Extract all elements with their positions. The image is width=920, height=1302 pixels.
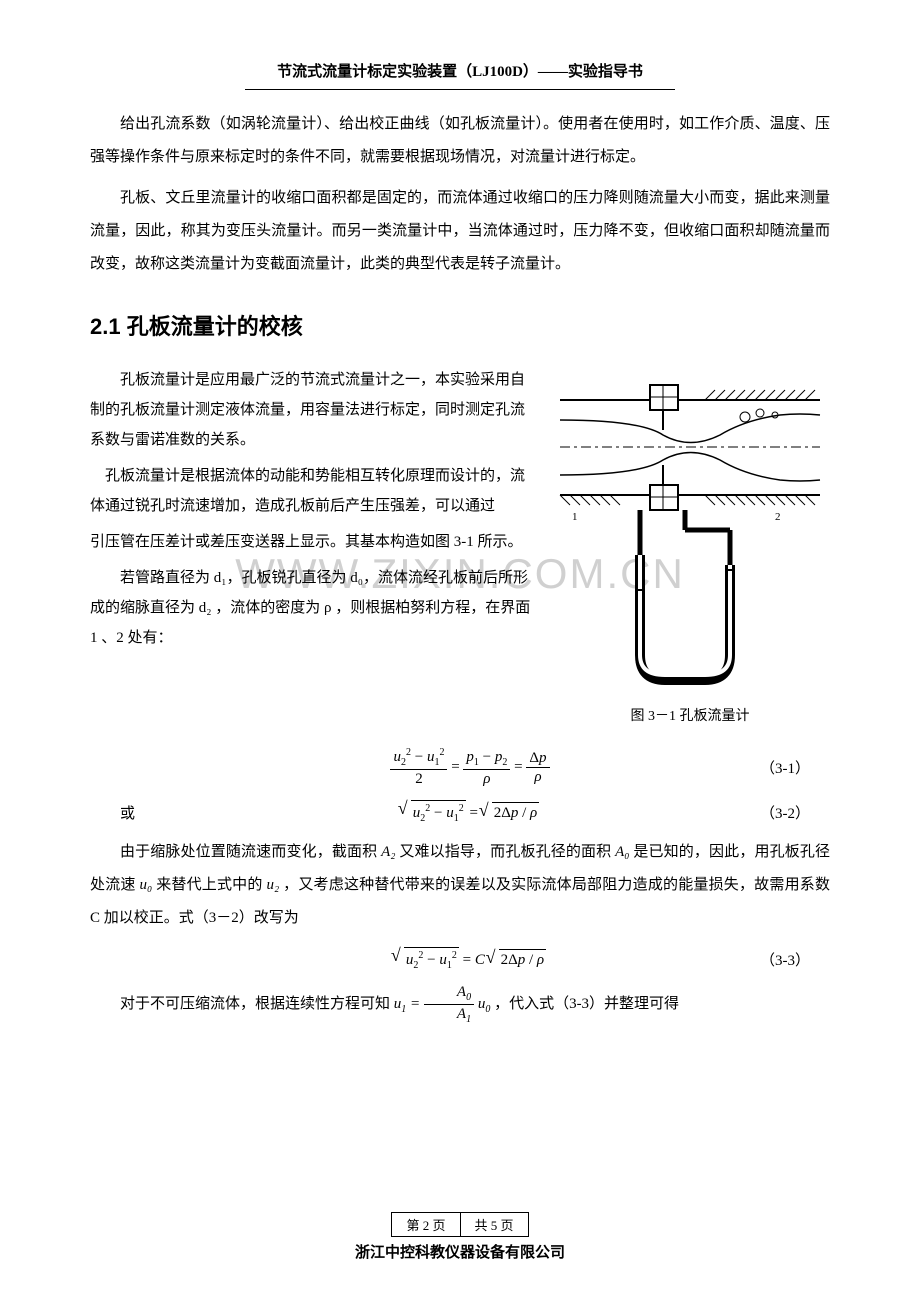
figure-caption: 图 3－1 孔板流量计 — [550, 705, 830, 725]
page-footer: 第 2 页 共 5 页 浙江中控科教仪器设备有限公司 — [0, 1212, 920, 1262]
header-underline — [245, 89, 675, 90]
paragraph-2: 孔板、文丘里流量计的收缩口面积都是固定的，而流体通过收缩口的压力降则随流量大小而… — [90, 182, 830, 281]
page-total: 共 5 页 — [461, 1213, 528, 1236]
equation-3-1: u22 − u122 = p1 − p2ρ = Δpρ （3-1） — [90, 747, 830, 788]
svg-text:2: 2 — [775, 511, 781, 523]
page-header: 节流式流量计标定实验装置（LJ100D）——实验指导书 — [90, 60, 830, 81]
svg-text:1: 1 — [572, 511, 578, 523]
paragraph-1: 给出孔流系数（如涡轮流量计）、给出校正曲线（如孔板流量计）。使用者在使用时，如工… — [90, 108, 830, 174]
body-p6: 对于不可压缩流体，根据连续性方程可知 u1 = A0A1 u0 ，代入式（3-3… — [90, 983, 830, 1026]
eq2-prefix: 或 — [90, 802, 210, 823]
page-number-box: 第 2 页 共 5 页 — [391, 1212, 528, 1237]
eq1-label: （3-1） — [730, 757, 830, 778]
orifice-diagram-svg: 1 2 — [550, 365, 830, 695]
equation-3-2: 或 u22 − u12 = 2Δp / ρ （3-2） — [90, 800, 830, 824]
section-title: 2.1 孔板流量计的校核 — [90, 309, 830, 341]
body-p5: 由于缩脉处位置随流速而变化，截面积 A₂ 又难以指导，而孔板孔径的面积 A₀ 是… — [90, 836, 830, 935]
equation-3-3: u22 − u12 = C 2Δp / ρ （3-3） — [90, 947, 830, 971]
figure-orifice-plate: 1 2 图 3－1 孔板流量计 — [550, 365, 830, 725]
eq2-label: （3-2） — [730, 802, 830, 823]
footer-company: 浙江中控科教仪器设备有限公司 — [0, 1241, 920, 1262]
section-name: 孔板流量计的校核 — [127, 314, 303, 339]
document-content: 节流式流量计标定实验装置（LJ100D）——实验指导书 给出孔流系数（如涡轮流量… — [90, 60, 830, 1026]
section-number: 2.1 — [90, 314, 121, 339]
eq3-label: （3-3） — [730, 949, 830, 970]
page-current: 第 2 页 — [392, 1213, 460, 1236]
